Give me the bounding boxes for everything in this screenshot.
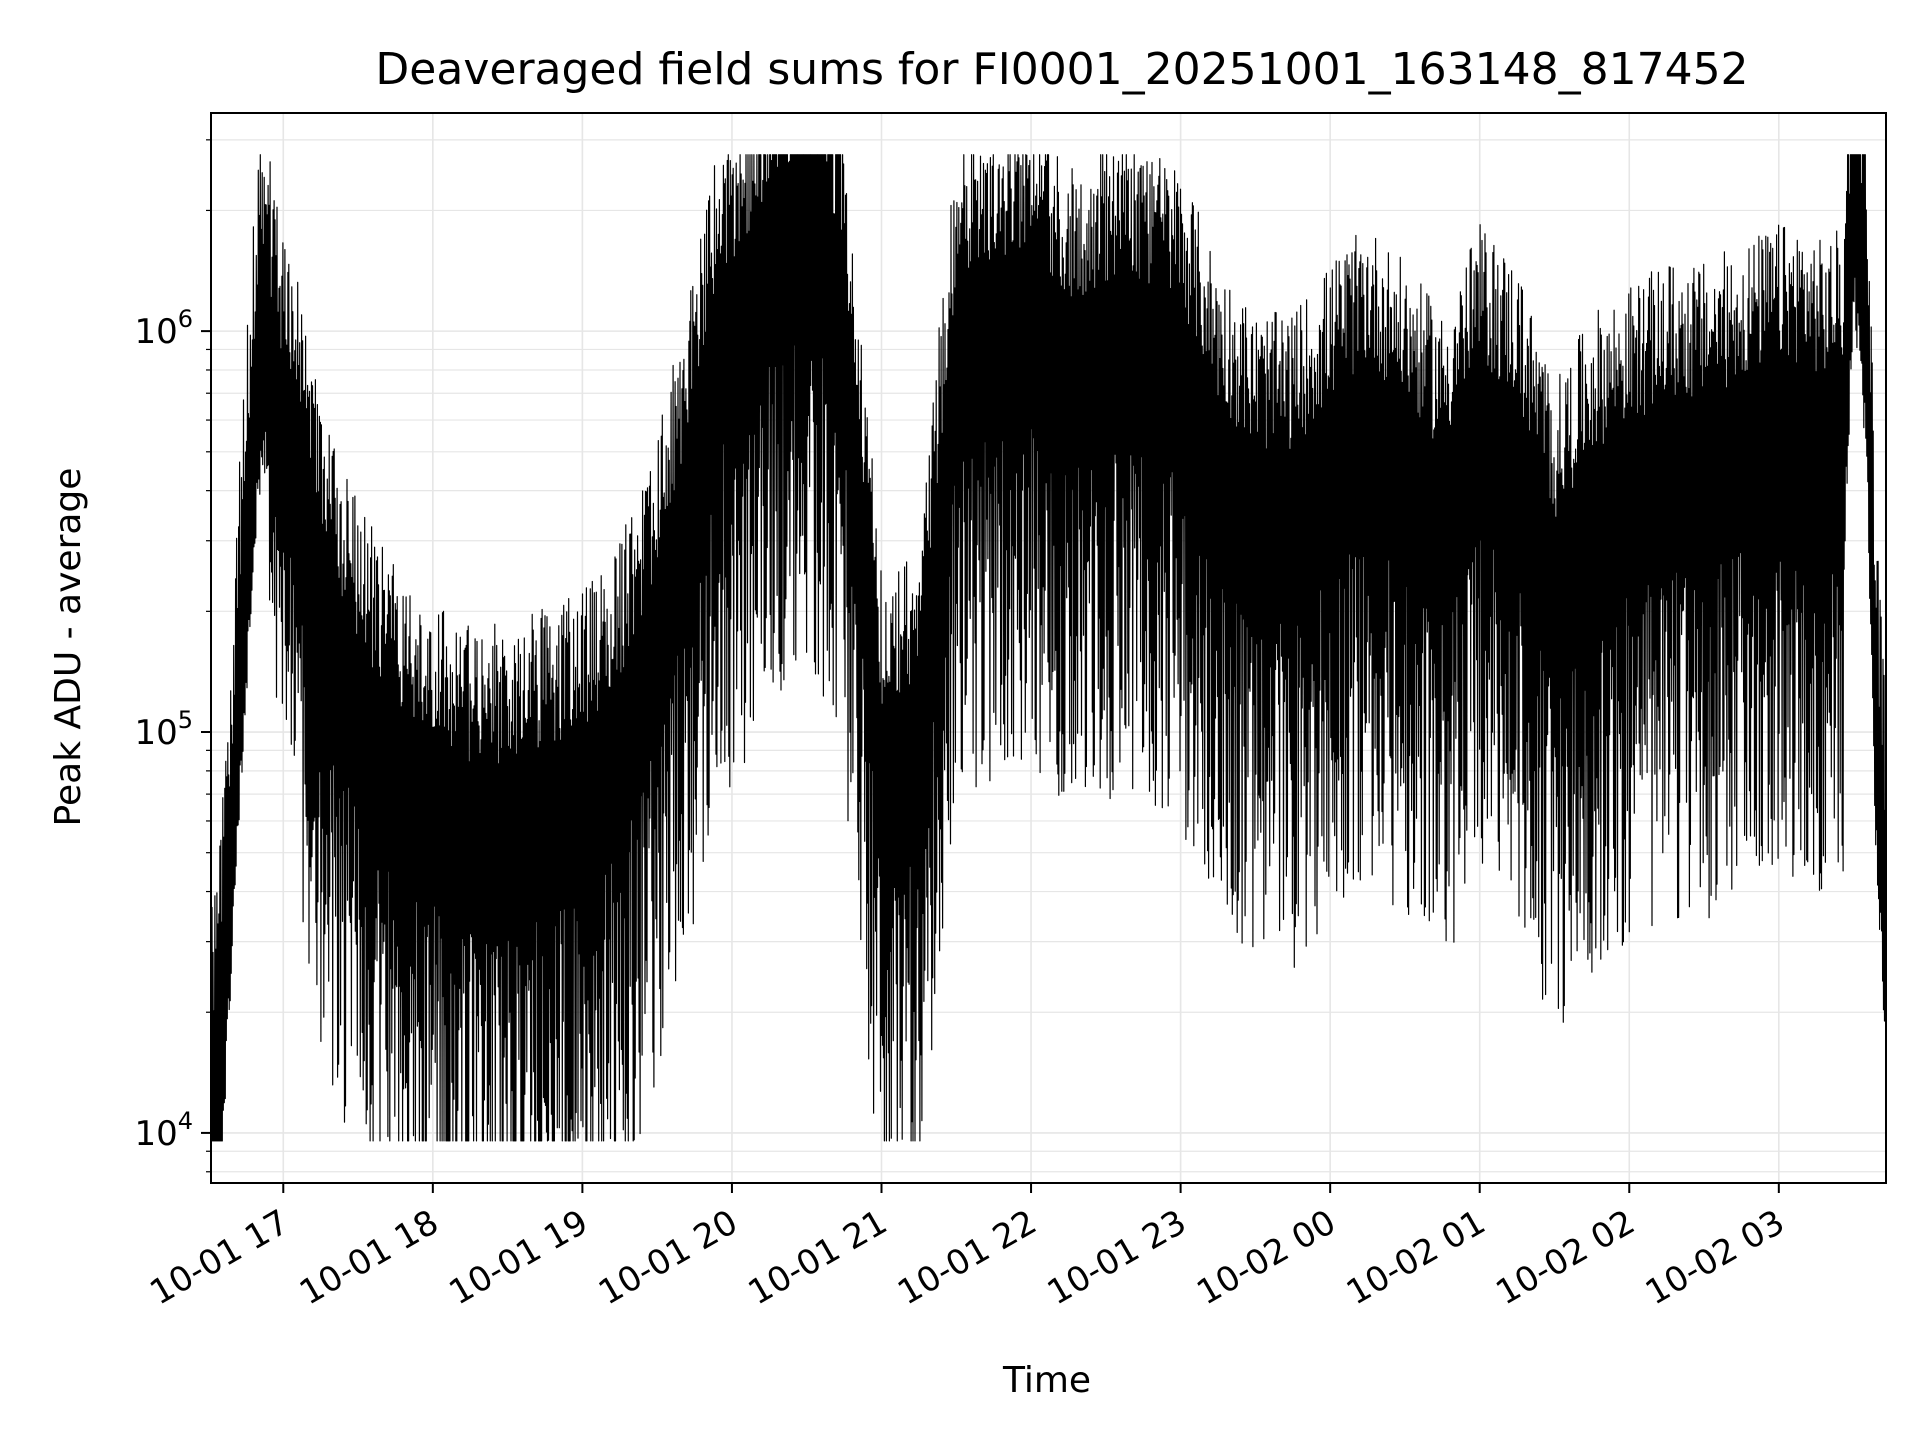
x-tick-label: 10-01 22 — [891, 1202, 1043, 1313]
x-tick-label: 10-02 01 — [1340, 1202, 1492, 1313]
x-tick-label: 10-01 20 — [592, 1202, 744, 1313]
x-tick-label: 10-02 02 — [1489, 1202, 1641, 1313]
x-tick-label: 10-01 19 — [442, 1202, 594, 1313]
x-tick-label: 10-01 18 — [293, 1202, 445, 1313]
y-axis: 104 105 106 — [134, 139, 211, 1173]
x-tick-label: 10-01 23 — [1041, 1202, 1193, 1313]
x-tick-label: 10-02 00 — [1190, 1202, 1342, 1313]
series-line — [210, 154, 1887, 1142]
y-tick-label: 106 — [134, 305, 193, 352]
y-tick-label: 104 — [134, 1107, 193, 1154]
y-tick-label: 105 — [134, 706, 193, 753]
plot-frame — [210, 112, 1887, 1184]
y-axis-label: Peak ADU - average — [48, 468, 89, 827]
plot-area — [210, 154, 1887, 1142]
chart-title: Deaveraged field sums for FI0001_2025100… — [375, 44, 1748, 95]
x-tick-label: 10-01 21 — [742, 1202, 894, 1313]
x-tick-label: 10-01 17 — [143, 1202, 295, 1313]
x-axis-label: Time — [1002, 1360, 1091, 1401]
x-tick-label: 10-02 03 — [1639, 1202, 1791, 1313]
